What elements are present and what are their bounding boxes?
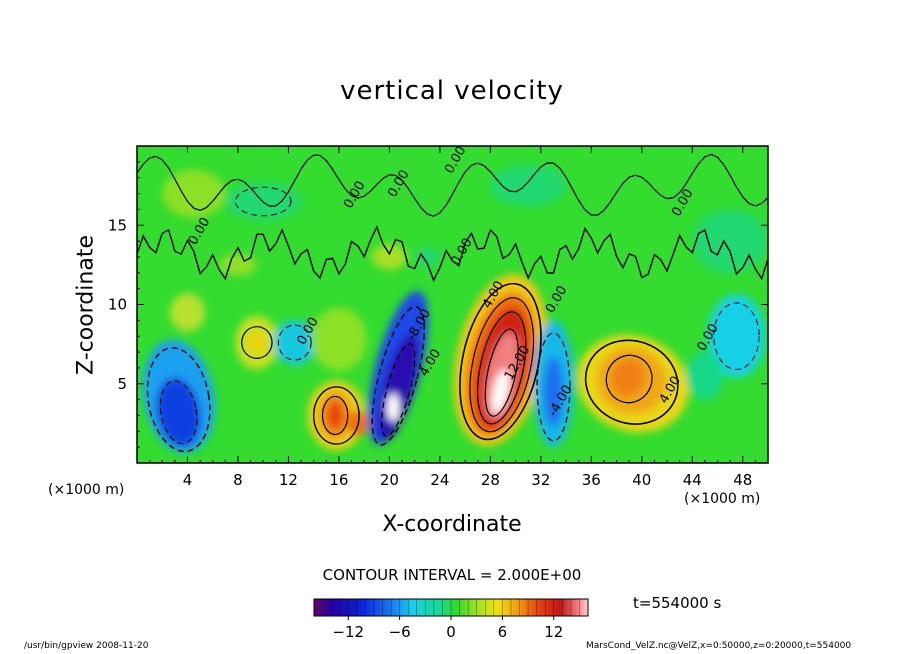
y-tick-label: 10 xyxy=(108,296,127,314)
field-region xyxy=(611,358,645,397)
x-unit-left: (×1000 m) xyxy=(48,482,125,498)
x-tick-label: 48 xyxy=(733,471,752,489)
field-region xyxy=(491,369,510,414)
velocity-field: 0.000.000.000.000.000.000.000.000.004.00… xyxy=(137,146,768,463)
x-tick-label: 12 xyxy=(279,471,298,489)
y-axis-ticks: 5 10 15 xyxy=(108,161,768,448)
x-tick-label: 40 xyxy=(632,471,651,489)
contour-negative xyxy=(713,302,760,370)
field-region xyxy=(162,169,226,218)
contour-zero-upper xyxy=(137,153,768,217)
field-region xyxy=(386,393,400,422)
x-tick-label: 4 xyxy=(183,471,193,489)
chart-title: vertical velocity xyxy=(340,76,564,106)
colorbar-tick-label: −12 xyxy=(332,623,364,641)
field-region xyxy=(692,209,768,273)
contour-negative xyxy=(159,380,198,445)
contour-positive xyxy=(477,311,527,425)
y-tick-label: 15 xyxy=(108,216,127,234)
contour-positive xyxy=(312,386,360,445)
field-region xyxy=(414,247,440,267)
footer-right: MarsCond_VelZ.nc@VelZ,x=0:50000,z=0:2000… xyxy=(586,641,852,651)
field-region xyxy=(371,244,408,270)
x-axis-label: X-coordinate xyxy=(382,512,522,537)
field-region xyxy=(248,333,266,353)
x-tick-label: 16 xyxy=(329,471,348,489)
x-tick-label: 24 xyxy=(430,471,449,489)
contour-positive xyxy=(241,326,273,359)
contour-negative xyxy=(536,332,571,442)
x-axis-ticks: 4 8 12 16 20 24 28 32 36 40 44 48 xyxy=(149,146,756,489)
field-region xyxy=(685,352,724,400)
contour-negative xyxy=(371,306,425,446)
y-axis-label: Z-coordinate xyxy=(73,235,99,375)
contour-negative xyxy=(146,347,211,453)
contour-positive xyxy=(469,297,535,433)
contour-negative xyxy=(381,343,416,437)
x-tick-label: 28 xyxy=(481,471,500,489)
footer-left: /usr/bin/gpview 2008-11-20 xyxy=(24,641,149,651)
x-tick-label: 44 xyxy=(683,471,702,489)
y-tick-label: 5 xyxy=(117,375,127,393)
field-region xyxy=(327,401,343,430)
contour-positive xyxy=(605,354,653,404)
colorbar-tick-label: 0 xyxy=(446,623,456,641)
contour-positive xyxy=(321,395,349,436)
x-tick-label: 32 xyxy=(531,471,550,489)
contour-positive xyxy=(484,328,519,417)
field-region xyxy=(273,320,317,365)
colorbar-ticks: −12 −6 0 6 12 xyxy=(332,616,563,641)
field-region xyxy=(490,165,567,207)
colorbar-tick-label: 12 xyxy=(544,623,563,641)
contour-positive xyxy=(584,339,679,425)
x-tick-label: 20 xyxy=(380,471,399,489)
contour-zero xyxy=(137,225,768,283)
x-tick-label: 36 xyxy=(582,471,601,489)
x-tick-label: 8 xyxy=(233,471,243,489)
colorbar-tick-label: 6 xyxy=(498,623,508,641)
field-region xyxy=(311,307,367,372)
field-region xyxy=(169,293,206,332)
x-unit-right: (×1000 m) xyxy=(684,491,761,507)
contour-negative xyxy=(234,186,292,217)
field-region xyxy=(543,356,564,427)
field-region xyxy=(156,377,201,447)
field-region xyxy=(707,294,766,378)
contour-negative xyxy=(277,324,312,361)
time-label: t=554000 s xyxy=(633,594,722,612)
colorbar-divisions xyxy=(322,599,580,616)
colorbar-tick-label: −6 xyxy=(389,623,411,641)
contour-interval: CONTOUR INTERVAL = 2.000E+00 xyxy=(322,566,582,584)
